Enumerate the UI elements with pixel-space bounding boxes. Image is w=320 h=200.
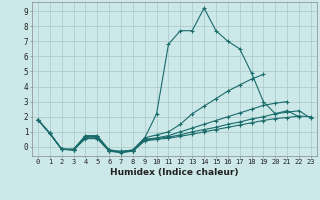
X-axis label: Humidex (Indice chaleur): Humidex (Indice chaleur): [110, 168, 239, 177]
